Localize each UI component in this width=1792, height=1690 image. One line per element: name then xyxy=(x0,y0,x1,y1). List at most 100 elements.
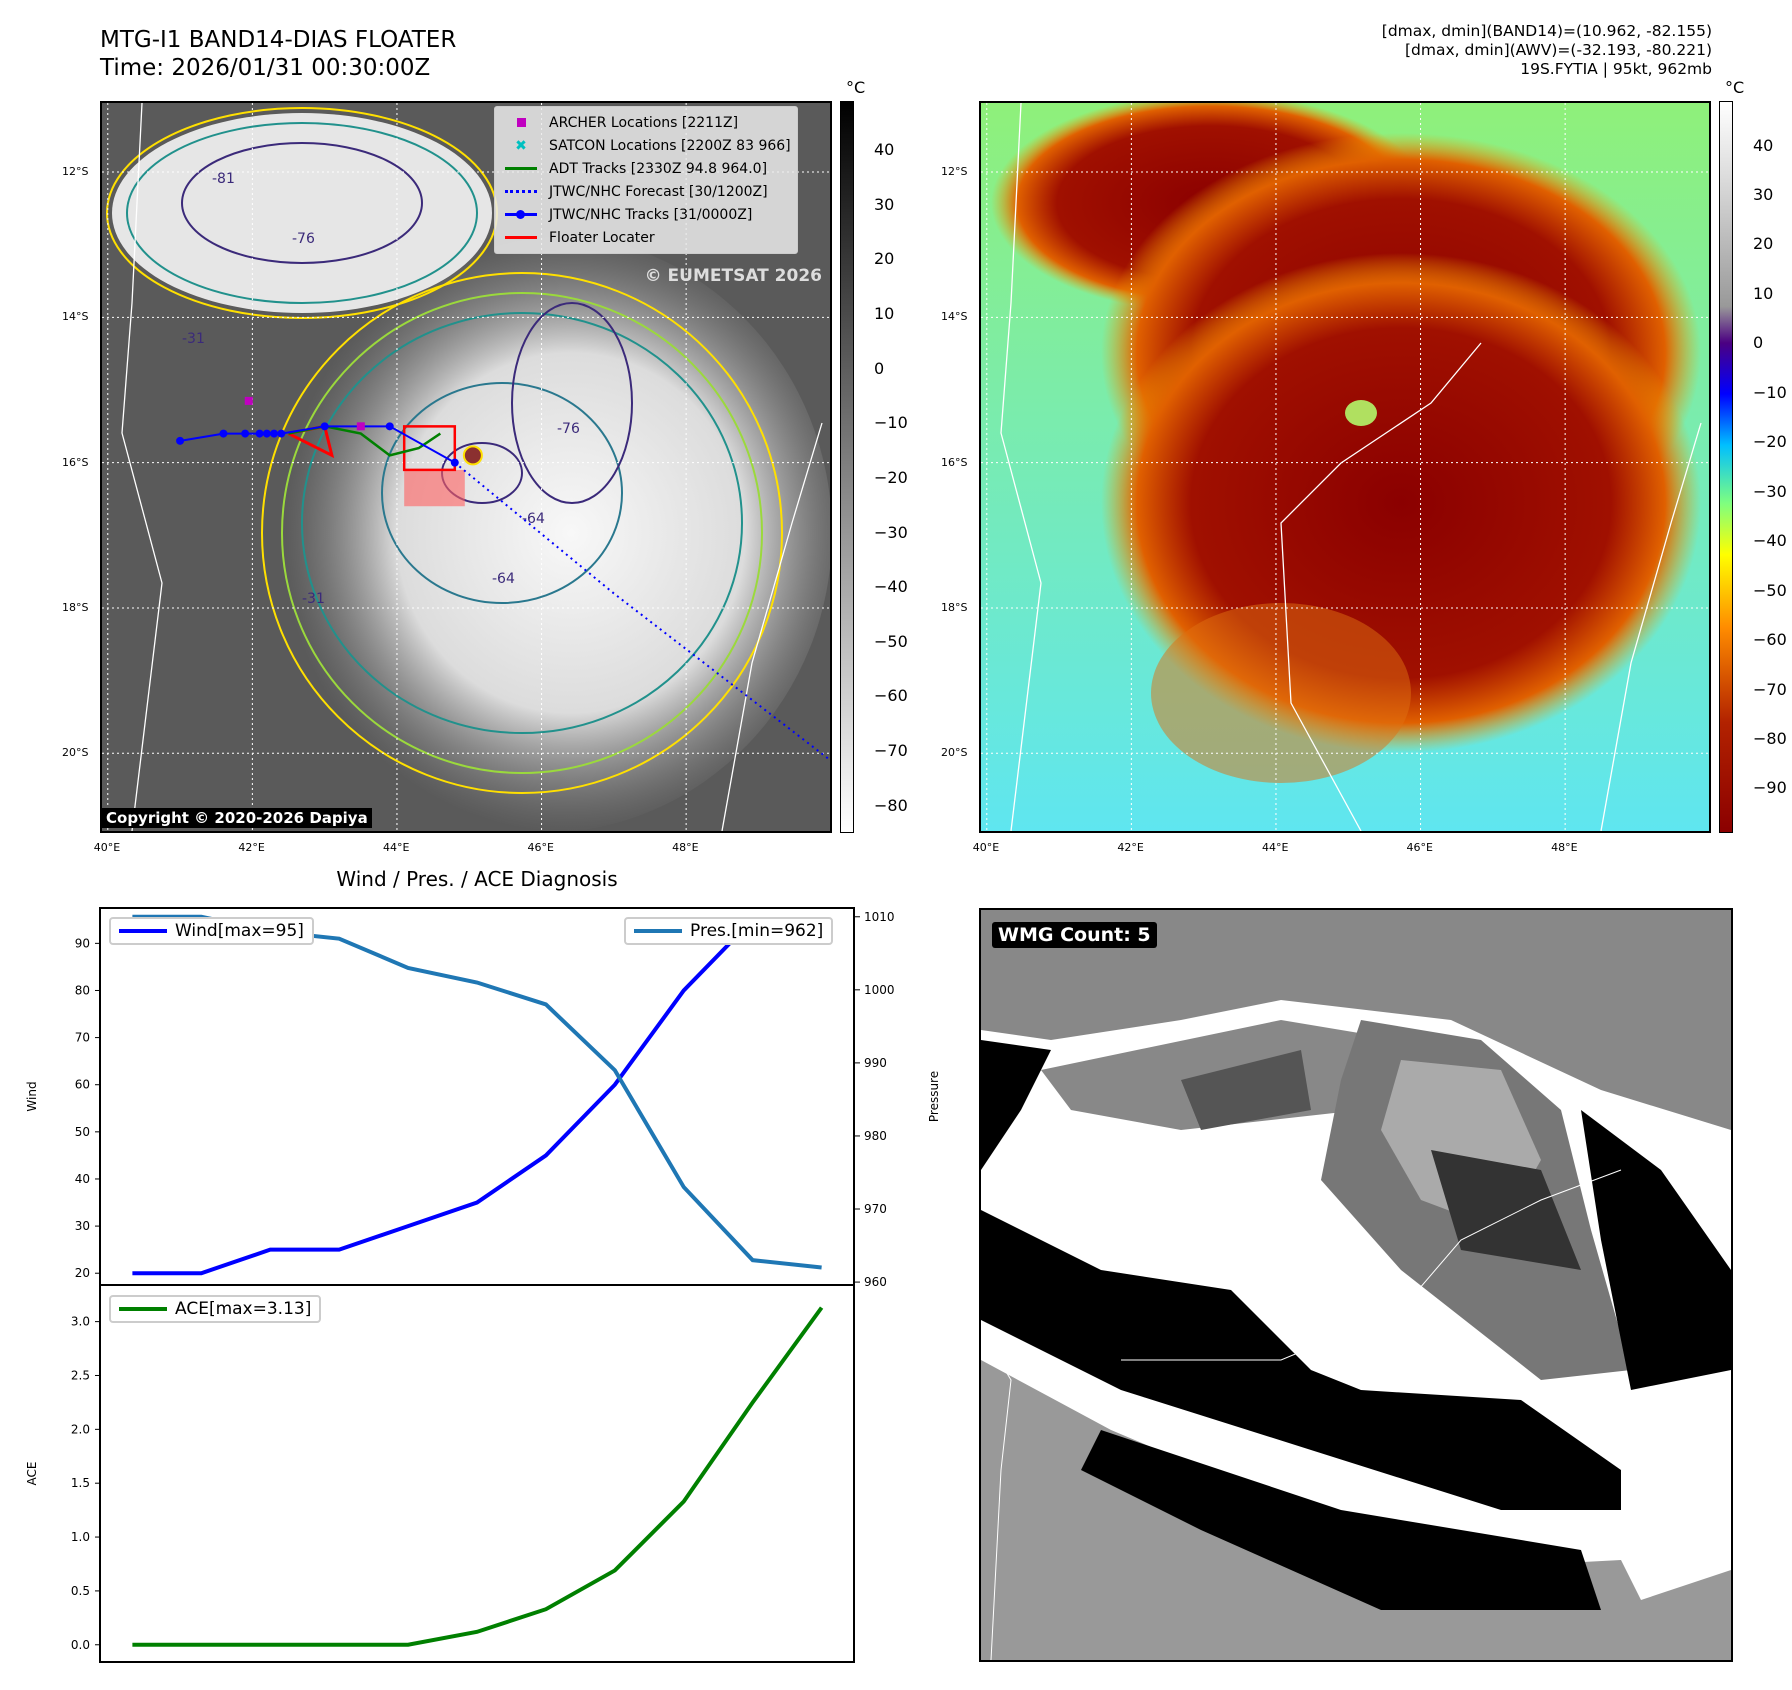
y-tick-label: 40 xyxy=(75,1172,90,1186)
y-axis-label: ACE xyxy=(25,1462,39,1486)
jtwc-point xyxy=(320,422,329,431)
colorbar-tick: −50 xyxy=(1753,580,1787,600)
lon-tick: 42°E xyxy=(238,841,265,854)
series-line xyxy=(132,914,822,1270)
plot-frame xyxy=(99,907,855,1286)
colorbar-left xyxy=(840,101,854,833)
legend-floater: Floater Locater xyxy=(501,226,791,249)
legend-adt: ADT Tracks [2330Z 94.8 964.0] xyxy=(501,157,791,180)
lon-tick: 42°E xyxy=(1117,841,1144,854)
jtwc-point xyxy=(450,458,459,467)
jtwc-point xyxy=(219,429,228,438)
time-line: Time: 2026/01/31 00:30:00Z xyxy=(100,55,431,81)
diagnosis-charts: 20 30 40 50 60 70 80 90 Wind 960 970 980 990 1000 1010… xyxy=(25,907,941,1663)
ace-legend-label: ACE[max=3.13] xyxy=(175,1299,312,1319)
colorbar-tick: −40 xyxy=(874,577,908,597)
contour-label: -76 xyxy=(292,231,315,247)
y-tick-label: 2.0 xyxy=(71,1422,90,1436)
jtwc-point xyxy=(385,422,394,431)
jtwc-point xyxy=(277,429,286,438)
contour-label: -81 xyxy=(212,171,235,187)
contour-label: -31 xyxy=(302,591,325,607)
colorbar-tick: 20 xyxy=(874,249,895,269)
legend-label: JTWC/NHC Forecast [30/1200Z] xyxy=(549,183,768,200)
colorbar-tick: 0 xyxy=(874,358,885,378)
contour-label: -64 xyxy=(492,571,515,587)
y-tick-label: 0.5 xyxy=(71,1584,90,1598)
wind-legend-label: Wind[max=95] xyxy=(175,921,304,941)
pres-legend: Pres.[min=962] xyxy=(624,917,834,945)
y-tick-label: 1.5 xyxy=(71,1476,90,1490)
wind-legend: Wind[max=95] xyxy=(109,917,314,945)
awv-map xyxy=(979,101,1711,833)
colorbar-tick: −70 xyxy=(874,741,908,761)
lat-tick: 16°S xyxy=(941,455,968,469)
storm-eye xyxy=(462,445,483,466)
series-line xyxy=(132,1306,824,1647)
lon-tick: 48°E xyxy=(672,841,699,854)
archer-point xyxy=(356,422,365,431)
colorbar-tick: 40 xyxy=(874,140,895,160)
lat-tick: 18°S xyxy=(941,600,968,614)
y2-tick-label: 960 xyxy=(864,1275,887,1289)
jtwc-point xyxy=(241,429,250,438)
y2-axis-label: Pressure xyxy=(927,1071,941,1122)
lat-tick: 20°S xyxy=(62,746,89,760)
forecast-track xyxy=(454,461,830,762)
colorbar-tick: −80 xyxy=(874,795,908,815)
colorbar-tick: −20 xyxy=(1753,432,1787,452)
contour-label: -76 xyxy=(557,421,580,437)
legend-label: ARCHER Locations [2211Z] xyxy=(549,114,739,131)
colorbar-tick: −10 xyxy=(1753,382,1787,402)
stats-info: [dmax, dmin](BAND14)=(10.962, -82.155) [… xyxy=(1382,22,1712,79)
colorbar-tick: −20 xyxy=(874,467,908,487)
lon-tick: 44°E xyxy=(382,841,410,854)
lon-tick: 40°E xyxy=(93,841,121,854)
band14-range: [dmax, dmin](BAND14)=(10.962, -82.155) xyxy=(1381,22,1712,40)
y-tick-label: 2.5 xyxy=(71,1368,90,1382)
colorbar-tick: −60 xyxy=(874,686,908,706)
storm-info: 19S.FYTIA | 95kt, 962mb xyxy=(1520,60,1712,78)
colorbar-tick: −30 xyxy=(1753,481,1787,501)
legend-label: JTWC/NHC Tracks [31/0000Z] xyxy=(549,206,753,223)
colorbar-tick: −90 xyxy=(1753,778,1787,798)
legend-label: SATCON Locations [2200Z 83 966] xyxy=(549,137,791,154)
chart-title: Wind / Pres. / ACE Diagnosis xyxy=(336,867,618,891)
y-tick-label: 80 xyxy=(75,983,90,997)
copyright-label: Copyright © 2020-2026 Dapiya xyxy=(102,808,372,828)
lon-tick: 40°E xyxy=(972,841,1000,854)
y-tick-label: 90 xyxy=(75,936,90,950)
floater-shade xyxy=(404,469,465,507)
y2-tick-label: 1000 xyxy=(864,983,895,997)
colorbar-unit: °C xyxy=(1725,78,1745,97)
colorbar-tick: 30 xyxy=(1753,184,1774,204)
y2-tick-label: 1010 xyxy=(864,910,895,924)
lat-tick: 18°S xyxy=(62,600,89,614)
series-line xyxy=(132,917,822,1276)
legend-label: ADT Tracks [2330Z 94.8 964.0] xyxy=(549,160,768,177)
colorbar-tick: −80 xyxy=(1753,729,1787,749)
legend-forecast: JTWC/NHC Forecast [30/1200Z] xyxy=(501,180,791,203)
watermark: © EUMETSAT 2026 xyxy=(645,266,822,286)
y-tick-label: 30 xyxy=(75,1219,90,1233)
lat-tick: 12°S xyxy=(62,165,89,179)
lon-tick: 46°E xyxy=(527,841,554,854)
y-tick-label: 60 xyxy=(75,1078,90,1092)
colorbar-tick: 10 xyxy=(874,304,895,324)
colorbar-tick: 20 xyxy=(1753,234,1774,254)
band14-map: © EUMETSAT 2026 -81 -76 -64 -31 -76 -64 -31 xyxy=(100,101,832,833)
jtwc-point xyxy=(262,429,271,438)
y-tick-label: 0.0 xyxy=(71,1638,90,1652)
pres-legend-label: Pres.[min=962] xyxy=(690,921,824,941)
jtwc-point xyxy=(255,429,264,438)
y-tick-label: 70 xyxy=(75,1031,90,1045)
colorbar-tick: −70 xyxy=(1753,679,1787,699)
wmg-count-badge: WMG Count: 5 xyxy=(992,922,1157,948)
lon-tick: 44°E xyxy=(1261,841,1289,854)
y-tick-label: 20 xyxy=(75,1266,90,1280)
floater-box xyxy=(402,425,457,472)
figure-title: MTG-I1 BAND14-DIAS FLOATER Time: 2026/01… xyxy=(100,26,456,82)
lat-tick: 16°S xyxy=(62,455,89,469)
colorbar-unit: °C xyxy=(846,78,866,97)
